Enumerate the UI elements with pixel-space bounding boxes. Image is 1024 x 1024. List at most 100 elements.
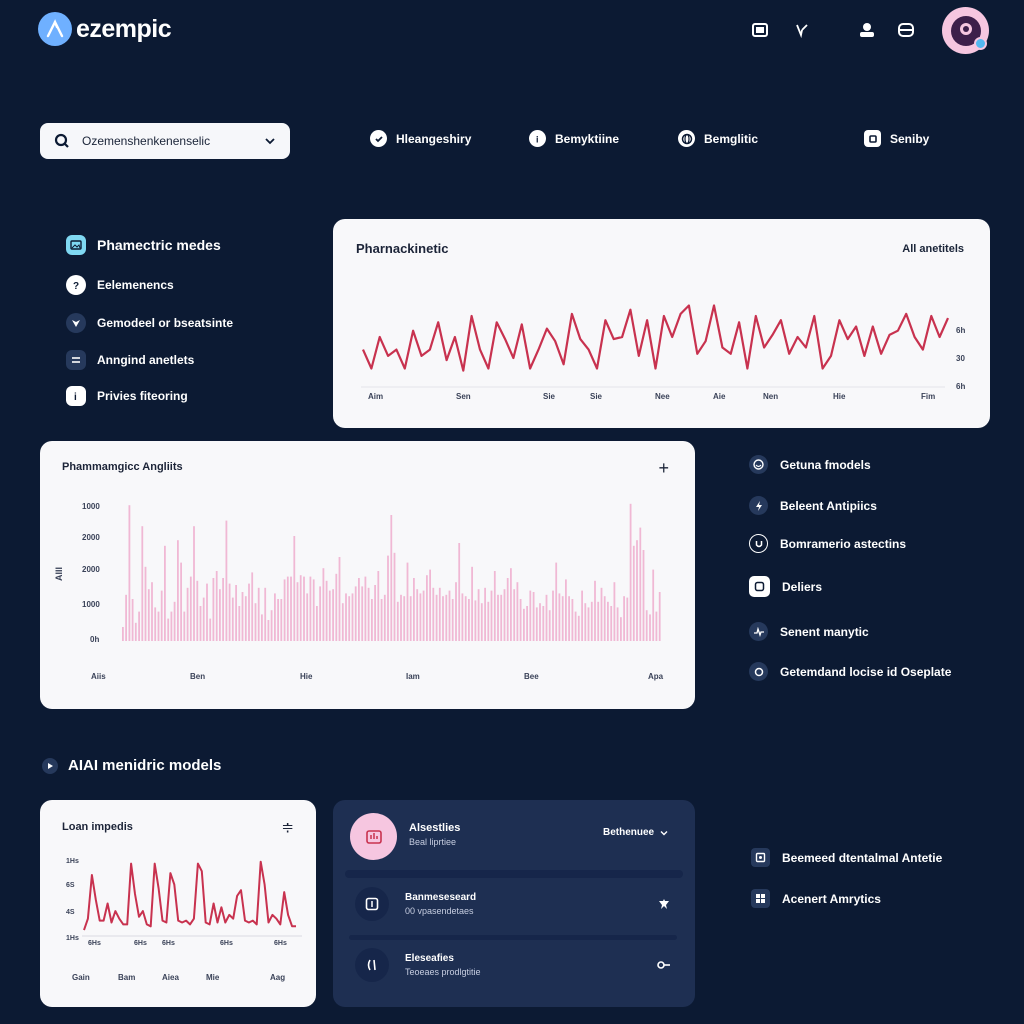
panel-row-title: Banmeseseard — [405, 892, 477, 903]
tab-seniby[interactable]: Seniby — [864, 130, 929, 147]
pd-bars-group — [122, 503, 661, 641]
sidebar-item-phamectric[interactable]: Phamectric medes — [66, 235, 221, 255]
activity-panel: Alsestlies Beal liprtiee Bethenuee Banme… — [333, 800, 695, 1007]
tab-hleangeshiry[interactable]: Hleangeshiry — [370, 130, 471, 147]
pulse-icon — [749, 622, 768, 641]
chevron-down-icon[interactable] — [264, 135, 276, 147]
sidebar-item-label: Privies fiteoring — [97, 389, 188, 403]
sidebar-item-gemodeel[interactable]: Gemodeel or bseatsinte — [66, 313, 233, 333]
pd-bar — [603, 596, 606, 641]
bookmark-icon[interactable] — [657, 898, 671, 910]
pd-bar — [332, 589, 334, 641]
right-item-beleent[interactable]: Beleent Antipiics — [749, 496, 877, 515]
tab-bemyktiine[interactable]: i Bemyktiine — [529, 130, 619, 147]
pd-bar — [413, 578, 415, 641]
right-item-senent[interactable]: Senent manytic — [749, 622, 869, 641]
tab-bemglitic[interactable]: Bemglitic — [678, 130, 758, 147]
pd-bar — [319, 586, 321, 641]
panel-row-sub: 00 vpasendetaes — [405, 906, 474, 916]
y-tick-label: 2000 — [82, 565, 100, 574]
sidebar-item-privies[interactable]: i Privies fiteoring — [66, 386, 188, 406]
y-tick-label: 1000 — [82, 502, 100, 511]
panel-dropdown[interactable]: Bethenuee — [603, 827, 668, 838]
sidebar-item-label: Eelemenencs — [97, 278, 174, 292]
square-icon — [355, 887, 389, 921]
brand-logo[interactable]: ezempic — [38, 12, 172, 46]
panel-dropdown-label: Bethenuee — [603, 827, 655, 838]
window-icon[interactable] — [749, 19, 771, 41]
pd-bar — [173, 601, 176, 641]
pd-bar — [180, 562, 182, 641]
pd-bar — [626, 597, 629, 641]
pd-bar — [523, 608, 525, 641]
right-item-bomramerio[interactable]: Bomramerio astectins — [749, 534, 906, 553]
pd-bar — [383, 594, 386, 641]
x-tick-label: 6Hs — [274, 940, 287, 947]
play-icon[interactable] — [42, 757, 58, 774]
right-item-label: Bomramerio astectins — [780, 536, 907, 551]
right-item-acenert[interactable]: Acenert Amrytics — [751, 889, 881, 908]
x-tick-label: Mie — [206, 973, 220, 982]
plus-icon[interactable]: + — [658, 458, 669, 478]
panel-row[interactable]: Eleseafies Teoeaes prodlgtitie — [355, 948, 671, 982]
x-tick-label: Ben — [190, 672, 205, 681]
pk-filter-dropdown[interactable]: All anetitels — [902, 243, 964, 255]
key-icon[interactable] — [657, 960, 671, 970]
pd-bar — [367, 587, 370, 641]
chevron-v-icon[interactable] — [791, 19, 813, 41]
pd-bar — [597, 601, 600, 641]
pd-bar — [122, 627, 124, 641]
sidebar-item-anngind[interactable]: Anngind anetlets — [66, 350, 194, 370]
pd-bar — [620, 617, 622, 641]
pd-bar — [636, 540, 638, 641]
pd-bar — [552, 590, 554, 641]
pd-bar — [374, 585, 376, 641]
smile-icon — [749, 455, 768, 474]
pd-bar — [209, 618, 212, 641]
pd-bar — [371, 599, 373, 641]
pk-chart-card: Pharnackinetic All anetitels 6h 30 6h Ai… — [333, 219, 990, 428]
pd-bar — [380, 599, 383, 641]
pd-bar — [141, 526, 144, 641]
sidebar-item-label: Phamectric medes — [97, 237, 221, 253]
avatar[interactable] — [942, 7, 989, 54]
user-icon[interactable] — [856, 19, 878, 41]
pd-bar — [594, 580, 596, 641]
right-item-beemeed[interactable]: Beemeed dtentalmal Antetie — [751, 848, 942, 867]
pd-bar — [387, 555, 389, 641]
pd-bar — [235, 585, 237, 641]
chevron-down-icon — [660, 830, 668, 835]
wallet-icon[interactable] — [895, 19, 917, 41]
x-tick-label: Hie — [833, 392, 846, 401]
sidebar-item-eelemenencs[interactable]: ? Eelemenencs — [66, 275, 174, 295]
pd-bar — [322, 568, 325, 641]
pd-bar — [487, 601, 490, 641]
right-item-label: Getuna fmodels — [780, 457, 871, 472]
pd-bar — [490, 590, 493, 641]
settings-sliders-icon[interactable]: ≑ — [281, 819, 294, 836]
pd-bar — [341, 603, 344, 641]
x-tick-label: 6Hs — [162, 940, 175, 947]
pd-bar — [639, 527, 642, 641]
pd-bar — [138, 611, 140, 641]
pd-bar — [325, 580, 328, 641]
x-tick-label: Aim — [368, 392, 383, 401]
load-line-chart: 1Hs 6S 4S 1Hs 6Hs 6Hs 6Hs 6Hs 6Hs Gain B… — [66, 858, 302, 982]
right-item-getemdand[interactable]: Getemdand locise id Oseplate — [749, 662, 951, 681]
pd-bar — [328, 590, 331, 641]
right-item-getuna[interactable]: Getuna fmodels — [749, 455, 871, 474]
panel-row[interactable]: Banmeseseard 00 vpasendetaes — [355, 887, 671, 921]
pd-bar — [403, 596, 406, 641]
pd-bar — [584, 603, 587, 641]
pd-bar — [312, 579, 315, 641]
pd-bar — [468, 599, 470, 641]
pd-bar — [351, 593, 354, 641]
pd-bar — [128, 505, 131, 641]
pd-bar — [513, 589, 516, 641]
pd-bar — [244, 596, 247, 641]
search-input[interactable]: Ozemenshenkenenselic — [40, 123, 290, 159]
right-item-label: Getemdand locise id Oseplate — [780, 664, 952, 679]
panel-row-text: Eleseafies Teoeaes prodlgtitie — [405, 953, 641, 977]
right-item-deliers[interactable]: Deliers — [749, 576, 822, 597]
pd-bar — [215, 571, 218, 641]
